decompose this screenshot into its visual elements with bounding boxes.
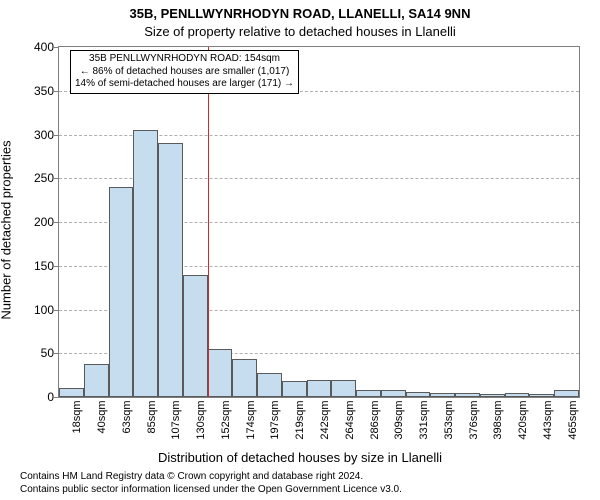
footer-line1: Contains HM Land Registry data © Crown c…	[20, 471, 402, 484]
y-tick-label: 250	[14, 171, 54, 185]
histogram-bar	[109, 187, 134, 397]
annotation-line2: ← 86% of detached houses are smaller (1,…	[75, 66, 294, 79]
histogram-bar	[331, 380, 356, 398]
y-tick-mark	[54, 178, 58, 179]
histogram-bar	[59, 388, 84, 397]
x-tick-label: 219sqm	[294, 400, 306, 439]
x-tick-label: 18sqm	[71, 400, 83, 433]
x-tick-label: 353sqm	[443, 400, 455, 439]
y-tick-mark	[54, 222, 58, 223]
x-tick-label: 152sqm	[220, 400, 232, 439]
x-tick-label: 130sqm	[195, 400, 207, 439]
y-tick-label: 100	[14, 303, 54, 317]
x-tick-label: 420sqm	[517, 400, 529, 439]
x-tick-label: 85sqm	[146, 400, 158, 433]
histogram-bar	[307, 380, 332, 398]
histogram-bar	[208, 349, 233, 397]
x-tick-label: 197sqm	[269, 400, 281, 439]
histogram-bar	[356, 390, 381, 397]
y-tick-mark	[54, 47, 58, 48]
plot-area	[58, 46, 580, 398]
histogram-bar	[455, 393, 480, 397]
y-tick-label: 300	[14, 128, 54, 142]
x-tick-label: 331sqm	[418, 400, 430, 439]
x-axis-label: Distribution of detached houses by size …	[0, 450, 600, 465]
footer-attribution: Contains HM Land Registry data © Crown c…	[20, 471, 402, 496]
y-tick-label: 400	[14, 40, 54, 54]
x-tick-label: 63sqm	[121, 400, 133, 433]
annotation-box: 35B PENLLWYNRHODYN ROAD: 154sqm← 86% of …	[70, 50, 299, 94]
annotation-line1: 35B PENLLWYNRHODYN ROAD: 154sqm	[75, 53, 294, 66]
x-tick-label: 264sqm	[344, 400, 356, 439]
x-tick-label: 398sqm	[492, 400, 504, 439]
chart-title-line2: Size of property relative to detached ho…	[0, 24, 600, 39]
y-tick-mark	[54, 91, 58, 92]
y-tick-label: 0	[14, 390, 54, 404]
histogram-bar	[158, 143, 183, 397]
histogram-bar	[406, 392, 431, 397]
y-tick-label: 350	[14, 84, 54, 98]
reference-line	[208, 47, 209, 397]
histogram-bar	[183, 275, 208, 398]
histogram-bar	[480, 394, 505, 398]
histogram-bar	[282, 381, 307, 397]
x-tick-label: 174sqm	[245, 400, 257, 439]
y-tick-label: 150	[14, 259, 54, 273]
y-tick-mark	[54, 353, 58, 354]
x-tick-label: 465sqm	[567, 400, 579, 439]
y-tick-mark	[54, 135, 58, 136]
x-tick-label: 309sqm	[393, 400, 405, 439]
histogram-bar	[554, 390, 579, 397]
x-tick-label: 376sqm	[468, 400, 480, 439]
chart-title-line1: 35B, PENLLWYNRHODYN ROAD, LLANELLI, SA14…	[0, 6, 600, 21]
chart-container: 35B, PENLLWYNRHODYN ROAD, LLANELLI, SA14…	[0, 0, 600, 500]
histogram-bar	[529, 394, 554, 398]
y-axis-label: Number of detached properties	[0, 140, 14, 319]
histogram-bar	[505, 393, 530, 397]
histogram-bar	[232, 359, 257, 397]
footer-line2: Contains public sector information licen…	[20, 484, 402, 497]
x-tick-label: 242sqm	[319, 400, 331, 439]
annotation-line3: 14% of semi-detached houses are larger (…	[75, 78, 294, 91]
x-tick-label: 40sqm	[96, 400, 108, 433]
histogram-bar	[133, 130, 158, 397]
y-tick-label: 50	[14, 346, 54, 360]
x-tick-label: 443sqm	[542, 400, 554, 439]
histogram-bar	[84, 364, 109, 397]
y-tick-mark	[54, 397, 58, 398]
histogram-bar	[430, 393, 455, 397]
histogram-bar	[257, 373, 282, 398]
y-tick-mark	[54, 266, 58, 267]
y-tick-label: 200	[14, 215, 54, 229]
x-tick-label: 286sqm	[369, 400, 381, 439]
histogram-bar	[381, 390, 406, 397]
y-tick-mark	[54, 310, 58, 311]
x-tick-label: 107sqm	[170, 400, 182, 439]
